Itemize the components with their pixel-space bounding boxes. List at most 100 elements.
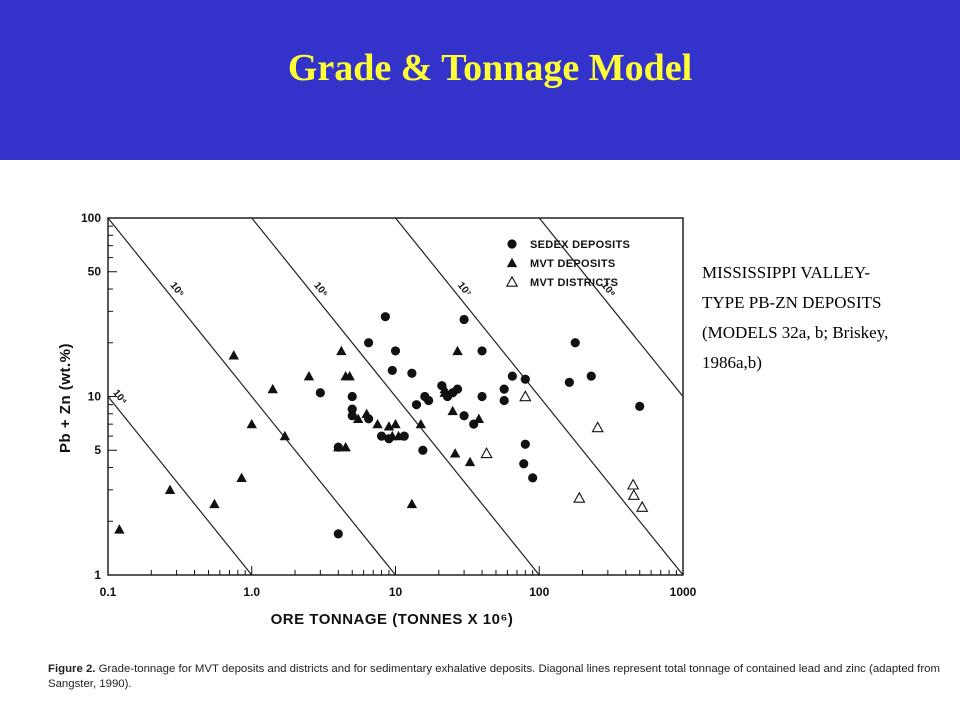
iso-line [108,396,253,575]
side-note-line: (MODELS 32a, b; Briskey, [702,323,889,342]
sedex-deposits-point [315,388,325,398]
x-tick-label: 100 [529,585,549,599]
side-note: MISSISSIPPI VALLEY- TYPE PB-ZN DEPOSITS … [702,258,952,378]
legend: SEDEX DEPOSITS MVT DEPOSITS MVT DISTRICTS [505,239,630,289]
mvt-deposits-point [209,498,220,509]
mvt-deposits-point [415,418,427,429]
iso-line-label: 10⁴ [110,388,129,407]
y-tick-label: 10 [88,390,102,404]
mvt-deposits-point [164,484,176,494]
mvt-deposits-point [333,441,344,452]
iso-line [538,218,683,397]
mvt-districts-point [573,491,586,503]
iso-line [395,218,683,575]
iso-line [251,218,540,575]
mvt-districts-point [480,447,493,459]
side-note-line: 1986a,b) [702,353,762,372]
x-tick-label: 10 [389,585,403,599]
mvt-deposits-point [393,430,404,441]
sedex-deposits-point [499,395,509,406]
y-tick-label: 100 [81,211,101,225]
mvt-deposits-point [114,524,125,534]
mvt-districts-point [591,421,604,433]
mvt-deposits-point [447,405,458,416]
sedex-deposits-point [586,371,596,381]
mvt-districts-point [627,478,640,490]
x-tick-label: 0.1 [100,585,117,599]
iso-line-label: 10⁵ [168,280,187,299]
mvt-districts-point [627,488,640,500]
sedex-deposits-point [347,411,357,421]
mvt-deposits-point [390,418,401,429]
legend-label: MVT DEPOSITS [530,258,616,270]
sedex-deposits-point [520,439,530,449]
sedex-deposits-point [411,400,422,410]
side-note-line: MISSISSIPPI VALLEY- [702,263,870,282]
legend-marker [505,275,519,287]
side-note-line: TYPE PB-ZN DEPOSITS [702,293,882,312]
caption-text: Grade-tonnage for MVT deposits and distr… [48,663,940,690]
x-tick-label: 1000 [670,585,697,599]
caption-label: Figure 2. [48,663,96,675]
sedex-deposits-point [520,374,530,384]
sedex-deposits-point [407,368,417,378]
sedex-deposits-point [424,395,434,406]
sedex-deposits-point [418,445,428,455]
mvt-deposits-point [340,441,351,452]
y-tick-label: 1 [94,568,101,582]
legend-marker [507,239,517,249]
sedex-deposits-point [635,401,645,412]
sedex-deposits-point [364,338,374,348]
x-tick-label: 1.0 [243,585,260,599]
y-tick-label: 50 [88,265,102,279]
mvt-deposits-point [336,345,347,356]
mvt-deposits-point [303,370,315,381]
mvt-deposits-point [228,350,239,360]
sedex-deposits-point [333,529,343,539]
mvt-deposits-point [372,418,383,429]
mvt-deposits-point [267,383,278,394]
sedex-deposits-point [564,377,574,387]
mvt-deposits-point [279,430,291,441]
iso-line-label: 10⁶ [311,280,329,299]
mvt-deposits-point [439,387,450,397]
x-axis-label: ORE TONNAGE (TONNES X 10⁶) [271,611,514,628]
sedex-deposits-point [519,459,529,469]
mvt-districts-point [636,500,649,512]
legend-marker [506,257,518,268]
sedex-deposits-point [452,384,463,394]
sedex-deposits-point [477,346,487,356]
mvt-deposits-point [464,456,476,467]
sedex-deposits-point [459,314,469,325]
sedex-deposits-point [499,384,509,394]
sedex-deposits-point [347,391,357,402]
axis-ticks: 0.1 1.0 10 100 1000 1 5 10 50 100 [81,211,697,599]
mvt-deposits-point [236,472,247,483]
sedex-deposits-point [387,365,397,376]
sedex-deposits-point [347,404,357,414]
mvt-deposits-point [452,345,463,356]
title-band [0,0,960,160]
y-axis-label: Pb + Zn (wt.%) [57,343,74,453]
slide-title: Grade & Tonnage Model [287,47,693,89]
sedex-deposits-point [376,431,387,441]
y-tick-label: 5 [94,443,101,457]
figure-caption: Figure 2. Grade-tonnage for MVT deposits… [48,662,953,692]
sedex-deposits-point [390,346,401,356]
legend-label: SEDEX DEPOSITS [530,239,630,251]
mvt-deposits-point [344,370,355,381]
sedex-deposits-point [570,338,580,348]
legend-label: MVT DISTRICTS [530,277,618,289]
sedex-deposits-point [507,371,517,381]
mvt-deposits-point [361,408,372,418]
mvt-deposits-point [473,413,485,423]
mvt-districts-point [519,390,532,402]
sedex-deposits-point [477,391,487,402]
data-points [114,312,649,539]
mvt-deposits-point [352,413,364,423]
mvt-deposits-point [449,448,461,458]
sedex-deposits-point [528,473,538,483]
iso-line [108,218,396,575]
